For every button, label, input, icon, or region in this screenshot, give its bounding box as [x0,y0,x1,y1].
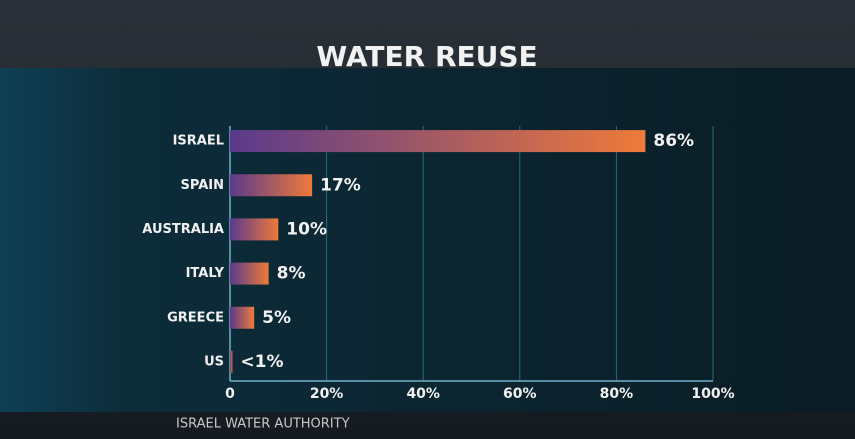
bar [230,262,269,285]
x-tick-label: 20% [310,386,344,402]
category-label: ITALY [186,266,225,281]
x-tick-label: 80% [600,386,634,402]
bar [230,350,233,373]
bar [230,174,313,197]
x-tick-label: 0 [225,386,235,402]
value-label: <1% [240,352,283,372]
panel [0,68,855,412]
value-label: 8% [277,264,306,284]
value-label: 5% [262,308,291,328]
bar [230,130,646,153]
chart-title: WATER REUSE [316,40,537,73]
category-label: SPAIN [181,178,224,193]
value-label: 17% [320,175,361,195]
source: ISRAEL WATER AUTHORITY [176,417,350,432]
category-label: US [204,354,224,369]
x-tick-label: 100% [691,386,734,402]
category-label: AUSTRALIA [142,222,224,237]
bar [230,218,279,241]
plot: 0 20% 40% 60% 80% 100% ISRAEL 86% SPAIN 17% AUSTRA… [142,126,735,402]
value-label: 86% [653,131,694,151]
category-label: GREECE [167,310,224,325]
category-label: ISRAEL [173,134,224,149]
x-tick-label: 60% [503,386,537,402]
x-tick-label: 40% [406,386,440,402]
value-label: 10% [286,219,327,239]
bar [230,306,255,329]
